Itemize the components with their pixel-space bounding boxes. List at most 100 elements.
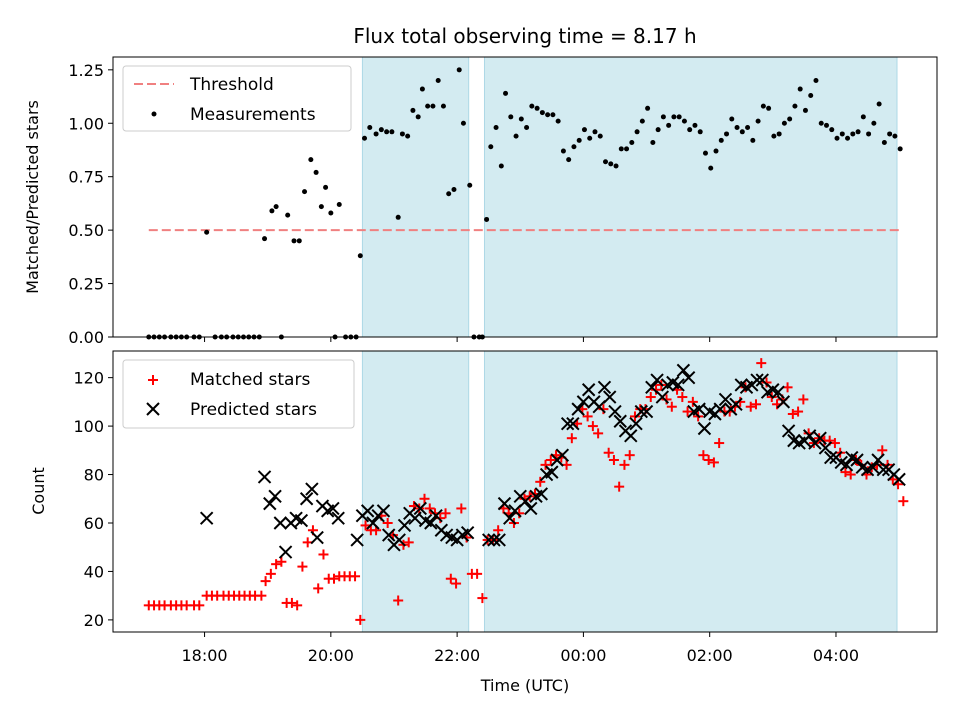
measurement-point xyxy=(571,144,577,150)
measurement-point xyxy=(608,161,614,167)
measurement-point xyxy=(645,105,651,111)
measurement-point xyxy=(291,238,297,244)
bottom-x-ticks: 18:00 20:00 22:00 00:00 02:00 04:00 xyxy=(182,632,859,665)
matched-star-point xyxy=(735,396,746,407)
matched-star-point xyxy=(682,406,693,417)
measurement-point xyxy=(529,103,535,109)
matched-star-point xyxy=(582,411,593,422)
predicted-star-point xyxy=(487,533,501,547)
matched-star-point xyxy=(593,428,604,439)
predicted-star-point xyxy=(350,533,364,547)
measurement-point xyxy=(702,150,708,156)
measurement-point xyxy=(781,120,787,126)
matched-star-point xyxy=(276,556,287,567)
measurement-point xyxy=(692,122,698,128)
measurement-point xyxy=(771,133,777,139)
predicted-star-point xyxy=(294,513,309,528)
chart-title: Flux total observing time = 8.17 h xyxy=(353,24,696,48)
predicted-star-point xyxy=(813,431,827,445)
predicted-star-point xyxy=(497,496,512,511)
matched-star-point xyxy=(286,597,297,608)
matched-star-point xyxy=(687,396,698,407)
matched-star-point xyxy=(798,394,809,405)
matched-star-point xyxy=(714,438,725,449)
matched-star-point xyxy=(472,568,483,579)
predicted-star-point xyxy=(729,397,743,412)
predicted-star-point xyxy=(481,533,496,547)
matched-star-point xyxy=(840,467,851,478)
predicted-star-point xyxy=(871,453,885,467)
measurement-point xyxy=(456,67,462,73)
measurement-point xyxy=(367,125,373,131)
measurement-point xyxy=(787,116,793,122)
measurement-point xyxy=(760,103,766,109)
measurement-point xyxy=(629,139,635,145)
measurement-point xyxy=(518,116,524,122)
predicted-star-point xyxy=(629,416,643,431)
matched-star-point xyxy=(608,455,619,466)
measurement-point xyxy=(395,214,401,220)
predicted-star-point xyxy=(305,482,319,496)
measurement-point xyxy=(587,135,593,141)
top-y-ticks: 0.00 0.25 0.50 0.75 1.00 1.25 xyxy=(68,61,113,347)
observing-window-1 xyxy=(361,56,470,338)
y-tick-label: 80 xyxy=(84,466,104,485)
measurement-point xyxy=(834,135,840,141)
matched-star-point xyxy=(898,496,909,507)
y-tick-label: 20 xyxy=(84,611,104,630)
measurement-point xyxy=(887,131,893,137)
measurement-point xyxy=(655,127,661,133)
matched-star-point xyxy=(614,481,625,492)
matched-star-point xyxy=(587,421,598,432)
x-tick-label: 00:00 xyxy=(560,646,606,665)
measurement-point xyxy=(328,210,334,216)
matched-star-point xyxy=(666,401,677,412)
predicted-star-point xyxy=(697,421,712,436)
measurement-point xyxy=(550,112,556,118)
measurement-point xyxy=(766,105,772,111)
legend-matched-swatch xyxy=(148,375,158,385)
predicted-star-point xyxy=(524,501,538,516)
measurement-point xyxy=(513,133,519,139)
predicted-star-point xyxy=(408,511,422,525)
measurement-point xyxy=(313,169,319,175)
bottom-y-axis-label: Count xyxy=(29,467,48,515)
matched-star-point xyxy=(703,455,714,466)
measurement-point xyxy=(269,208,275,214)
measurement-point xyxy=(555,118,561,124)
measurement-point xyxy=(881,139,887,145)
predicted-star-point xyxy=(692,402,706,416)
y-tick-label: 120 xyxy=(73,369,104,388)
matched-star-point xyxy=(194,600,205,611)
matched-star-point xyxy=(403,537,414,548)
matched-star-point xyxy=(360,520,371,531)
y-tick-label: 1.25 xyxy=(68,61,104,80)
measurement-point xyxy=(860,114,866,120)
predicted-star-point xyxy=(278,545,293,559)
measurement-point xyxy=(597,133,603,139)
measurement-point xyxy=(446,191,452,197)
predicted-star-point xyxy=(718,392,733,407)
matched-star-point xyxy=(677,392,688,403)
measurement-point xyxy=(262,236,268,242)
measurement-point xyxy=(802,107,808,113)
predicted-star-point xyxy=(503,511,517,525)
measurement-point xyxy=(866,131,872,137)
predicted-star-point xyxy=(199,511,214,525)
measurement-point xyxy=(681,118,687,124)
predicted-star-point xyxy=(776,395,791,409)
measurement-point xyxy=(440,103,446,109)
predicted-star-point xyxy=(876,462,891,477)
measurement-point xyxy=(566,157,572,163)
matched-star-point xyxy=(271,559,282,570)
y-tick-label: 60 xyxy=(84,514,104,533)
matched-star-point xyxy=(566,433,577,444)
measurement-point xyxy=(876,101,882,107)
observing-window-1 xyxy=(361,350,470,633)
measurement-point xyxy=(650,139,656,145)
measurement-point xyxy=(273,204,279,210)
predicted-star-point xyxy=(273,516,288,530)
measurement-point xyxy=(734,125,740,131)
measurement-point xyxy=(697,129,703,135)
